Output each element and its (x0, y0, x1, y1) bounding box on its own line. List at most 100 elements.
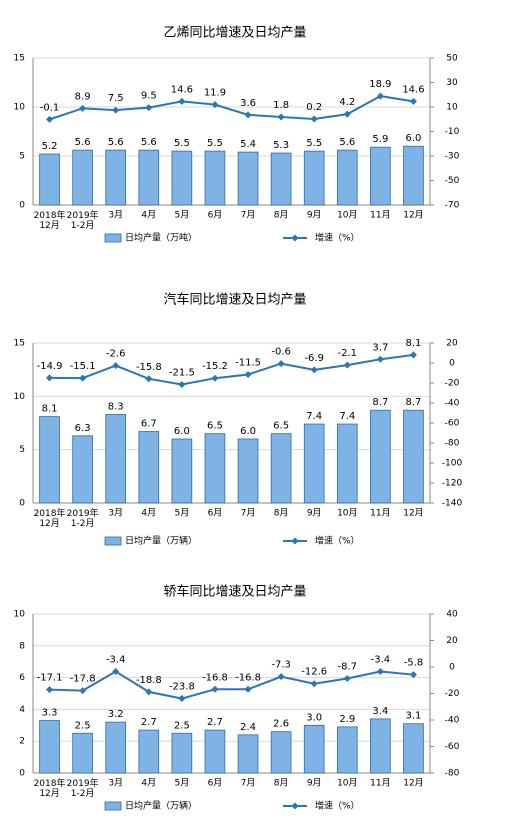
x-tick-label: 2018年 12月 (34, 507, 66, 529)
x-tick-label: 6月 (208, 210, 223, 221)
line-marker (112, 668, 120, 676)
x-tick-label: 8月 (274, 778, 289, 789)
bar (39, 720, 60, 774)
y-tick-label: 15 (14, 339, 25, 349)
bar-value-label: 6.5 (273, 421, 289, 432)
y-tick-label: 0 (19, 769, 25, 779)
line-value-label: 14.6 (171, 84, 193, 95)
line-value-label: -23.8 (169, 682, 195, 693)
line-value-label: -2.1 (338, 348, 358, 359)
legend-marker (291, 802, 299, 810)
line-marker (244, 685, 252, 693)
bar (237, 151, 259, 206)
x-tick-label: 7月 (241, 508, 256, 519)
x-tick-label: 3月 (108, 778, 123, 789)
y2-tick-label: 30 (446, 78, 458, 88)
legend-label: 日均产量（万辆） (125, 800, 197, 812)
bar (370, 146, 391, 206)
line-marker (409, 351, 417, 359)
bar-value-label: 2.5 (75, 720, 91, 731)
legend-label: 增速（%） (315, 232, 360, 244)
y2-tick-label: 0 (449, 359, 455, 369)
y-tick-label: 5 (19, 152, 25, 162)
y2-tick-label: -100 (442, 459, 463, 469)
line-marker (112, 362, 120, 370)
bar (171, 438, 193, 504)
bar (105, 414, 127, 504)
y-tick-label: 4 (19, 705, 25, 715)
x-tick-label: 9月 (307, 210, 322, 221)
bar-value-label: 8.1 (42, 404, 58, 415)
line-marker (277, 113, 285, 121)
bar-value-label: 5.5 (207, 138, 223, 149)
bar-value-label: 5.6 (141, 137, 157, 148)
bar-value-label: 6.3 (75, 423, 91, 434)
x-tick-label: 11月 (370, 778, 390, 789)
x-tick-label: 6月 (208, 778, 223, 789)
bar (39, 416, 60, 504)
y2-tick-label: -70 (445, 201, 460, 211)
y2-tick-label: -20 (445, 379, 460, 389)
x-tick-label: 10月 (337, 778, 357, 789)
legend-marker (291, 234, 299, 242)
y2-tick-label: -60 (445, 419, 460, 429)
x-tick-label: 8月 (274, 210, 289, 221)
line-marker (310, 366, 318, 374)
bar (403, 409, 424, 504)
x-tick-label: 4月 (141, 778, 156, 789)
line-marker (343, 110, 351, 118)
x-tick-label: 12月 (403, 508, 423, 519)
line-value-label: -18.8 (136, 675, 162, 686)
bar (237, 734, 259, 774)
line-marker (178, 97, 186, 105)
y-tick-label: 5 (19, 445, 25, 455)
bar-value-label: 5.4 (240, 139, 256, 150)
legend-label: 日均产量（万吨） (125, 232, 197, 244)
line-value-label: 8.1 (406, 338, 422, 349)
line-value-label: -11.5 (235, 358, 261, 369)
bar-value-label: 2.6 (273, 719, 289, 730)
bar-value-label: 6.0 (240, 426, 256, 437)
bar-value-label: 2.7 (141, 717, 157, 728)
bar-value-label: 5.2 (42, 141, 58, 152)
bar-value-label: 6.0 (406, 133, 422, 144)
y-tick-label: 10 (14, 103, 26, 113)
y2-tick-label: -80 (445, 769, 460, 779)
x-tick-label: 3月 (108, 508, 123, 519)
bar-value-label: 8.3 (108, 401, 124, 412)
y-tick-label: 8 (19, 641, 25, 651)
x-tick-label: 10月 (337, 210, 357, 221)
bar-value-label: 5.5 (174, 138, 190, 149)
bar (336, 149, 358, 206)
bar-value-label: 2.9 (339, 714, 355, 725)
legend-marker (291, 537, 299, 545)
bar (237, 438, 259, 504)
line-marker (145, 688, 153, 696)
y2-tick-label: 20 (446, 339, 458, 349)
line-marker (277, 360, 285, 368)
line-marker (376, 668, 384, 676)
legend-label: 增速（%） (315, 535, 360, 547)
bar (370, 409, 391, 504)
line-marker (79, 687, 87, 695)
line-marker (46, 374, 54, 382)
line-marker (376, 92, 384, 100)
bar-value-label: 2.7 (207, 717, 223, 728)
line-marker (310, 680, 318, 688)
y2-tick-label: -80 (445, 439, 460, 449)
line-marker (211, 685, 219, 693)
bar-value-label: 3.0 (306, 712, 322, 723)
line (49, 95, 414, 121)
line-value-label: 8.9 (75, 91, 91, 102)
bar (403, 723, 424, 774)
bar (204, 433, 226, 504)
line-value-label: -16.8 (235, 672, 261, 683)
x-tick-label: 11月 (370, 210, 390, 221)
line-marker (343, 675, 351, 683)
line-marker (343, 361, 351, 369)
x-tick-label: 2019年 1-2月 (67, 209, 99, 231)
y2-tick-label: -20 (445, 689, 460, 699)
bar (171, 150, 193, 206)
x-tick-label: 9月 (307, 778, 322, 789)
bar (303, 423, 325, 504)
